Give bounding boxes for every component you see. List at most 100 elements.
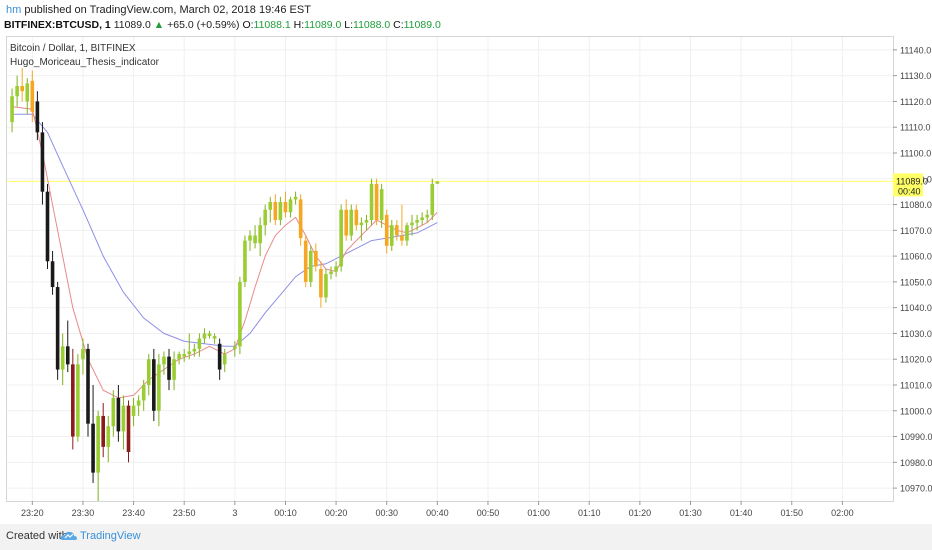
y-tick-label: 11100.0 [900, 149, 931, 159]
candle-body [126, 405, 131, 453]
candle-body [339, 209, 343, 267]
candle-body [71, 364, 75, 437]
x-tick-label: 3 [232, 508, 237, 518]
candle [30, 70, 35, 123]
candle [172, 351, 176, 391]
y-tick-label: 11070.0 [900, 226, 932, 236]
candle [177, 351, 181, 365]
candle [379, 183, 384, 228]
candle [65, 320, 70, 373]
y-tick-label: 11120.0 [900, 97, 931, 107]
candle-body [50, 261, 55, 288]
candle-body [303, 240, 308, 282]
candle-body [278, 201, 283, 221]
high-label: H: [293, 19, 305, 31]
candle-body [15, 85, 19, 97]
candle [91, 385, 95, 483]
candle-body [222, 354, 227, 365]
y-tick-label: 11010.0 [900, 381, 932, 391]
candle [207, 330, 212, 339]
candle [126, 400, 131, 463]
candle-body [65, 346, 70, 365]
x-tick-label: 01:50 [780, 508, 803, 518]
candle [364, 214, 369, 231]
candle [339, 204, 343, 272]
x-tick-label: 01:20 [629, 508, 652, 518]
footer-bar: Created with TradingView [0, 524, 932, 550]
candle [146, 354, 151, 396]
candle-body [379, 189, 384, 221]
candle-body [334, 266, 338, 272]
chart-grid [7, 37, 893, 501]
x-tick-label: 01:40 [730, 508, 753, 518]
symbol-label: BITFINEX:BTCUSD, 1 [4, 19, 111, 31]
candle-body [217, 343, 222, 370]
candle-body [324, 274, 328, 298]
candle [106, 415, 111, 463]
candle [50, 250, 55, 295]
candles [10, 67, 440, 501]
tradingview-brand[interactable]: TradingView [80, 530, 141, 542]
created-with-text: Created with [6, 530, 68, 542]
candle-body [202, 333, 207, 339]
y-tick-label: 11110.0 [900, 123, 931, 133]
author-name[interactable]: hm [6, 4, 22, 16]
y-tick-label: 11020.0 [900, 355, 932, 365]
candle-body [96, 415, 100, 473]
candle-body [25, 83, 30, 102]
candle-body [430, 183, 435, 215]
candle [20, 67, 24, 102]
series-legend[interactable]: Bitcoin / Dollar, 1, BITFINEX [10, 43, 136, 54]
candle-body [60, 346, 65, 370]
x-tick-label: 01:00 [527, 508, 550, 518]
last-price: 11089.0 [113, 19, 151, 31]
candle [162, 351, 166, 375]
candle [35, 91, 40, 141]
candle-body [405, 225, 409, 241]
indicator-legend[interactable]: Hugo_Moriceau_Thesis_indicator [10, 57, 159, 68]
candle [273, 194, 278, 226]
candle-body [20, 85, 24, 92]
candle-body [40, 132, 45, 192]
candle-body [162, 356, 166, 365]
candle [86, 343, 90, 437]
candle [425, 209, 430, 223]
chart-frame[interactable] [6, 36, 894, 502]
ma-fast-line [12, 106, 438, 399]
y-tick-label: 11080.0 [900, 200, 932, 210]
candle-body [420, 217, 424, 221]
x-tick-label: 02:00 [831, 508, 854, 518]
moving-averages [12, 106, 438, 399]
candle-body [248, 235, 252, 241]
candle [15, 75, 19, 107]
x-tick-label: 00:50 [477, 508, 500, 518]
candle-body [283, 201, 288, 213]
candle-body [172, 359, 176, 380]
candle [157, 354, 161, 427]
candle [217, 338, 222, 380]
candle-body [76, 364, 80, 437]
price-chart[interactable]: 10970.0 10980.0 10990.0 11000.0 11010.0 11020… [0, 0, 932, 524]
candle [410, 214, 414, 236]
candle [10, 88, 14, 133]
candle-body [187, 351, 192, 355]
candle-body [400, 235, 404, 241]
candle [136, 395, 141, 416]
x-tick-label: 01:30 [679, 508, 702, 518]
tradingview-cloud-icon [60, 531, 77, 540]
candle-body [243, 240, 247, 282]
candle-body [425, 214, 430, 218]
candle [389, 220, 394, 251]
candle-body [30, 80, 35, 112]
candle-body [212, 336, 217, 339]
candle-body [349, 209, 354, 236]
candle [238, 276, 242, 355]
candle [111, 390, 116, 437]
candle [283, 191, 288, 218]
candle-body [273, 201, 278, 221]
candle [369, 178, 374, 226]
candle-body [152, 359, 156, 411]
candle [258, 217, 262, 257]
candle [131, 397, 136, 427]
candle [40, 122, 45, 205]
